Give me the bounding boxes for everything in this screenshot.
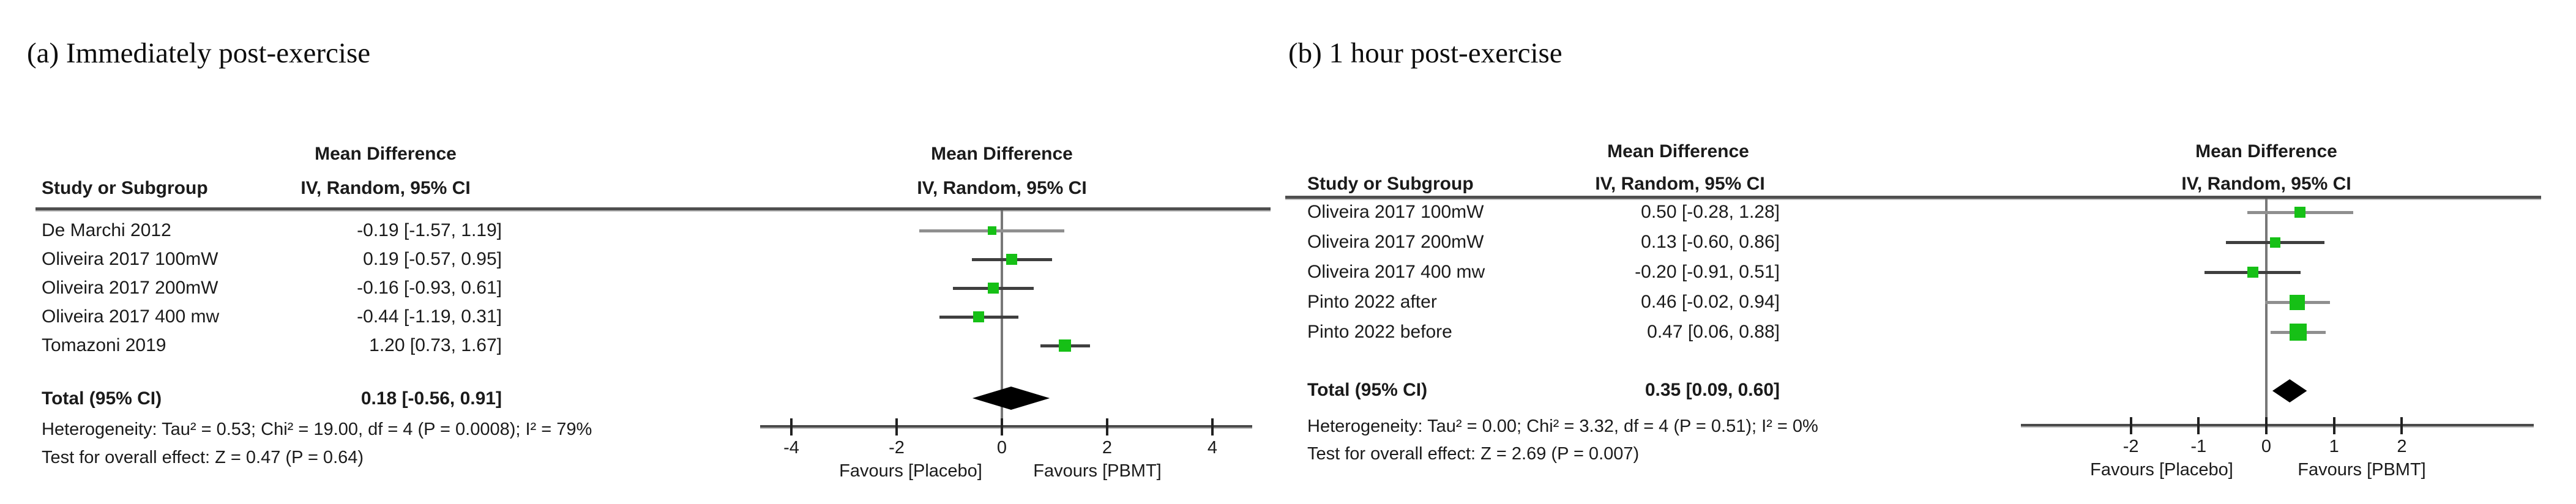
- study-effect-value: 0.50 [-0.28, 1.28]: [1641, 202, 1780, 222]
- header-separator-line: [1285, 196, 2541, 200]
- header-separator-line: [35, 207, 1271, 212]
- axis-tick: [1211, 418, 1214, 435]
- table-effect-header-line2: IV, Random, 95% CI: [1595, 174, 1765, 194]
- study-name: De Marchi 2012: [42, 220, 171, 240]
- axis-tick: [1001, 418, 1003, 435]
- study-effect-value: -0.16 [-0.93, 0.61]: [357, 278, 502, 298]
- study-effect-value: -0.44 [-1.19, 0.31]: [357, 306, 502, 327]
- favours-left-label: Favours [Placebo]: [839, 461, 982, 481]
- study-name: Oliveira 2017 100mW: [1307, 202, 1484, 222]
- axis-tick-label: 0: [996, 438, 1007, 458]
- effect-point-square: [2290, 324, 2307, 341]
- study-effect-value: 0.47 [0.06, 0.88]: [1647, 322, 1780, 342]
- summary-diamond: [972, 387, 1050, 410]
- effect-point-square: [973, 311, 985, 322]
- zero-effect-line: [2265, 199, 2268, 425]
- favours-right-label: Favours [PBMT]: [2298, 460, 2426, 480]
- axis-tick-label: 1: [2329, 437, 2339, 456]
- axis-tick: [2332, 417, 2335, 434]
- favours-right-label: Favours [PBMT]: [1033, 461, 1162, 481]
- favours-left-label: Favours [Placebo]: [2090, 460, 2233, 480]
- total-row-value: 0.18 [-0.56, 0.91]: [360, 388, 502, 409]
- axis-tick: [2265, 417, 2268, 434]
- table-effect-header-line1: Mean Difference: [1607, 141, 1749, 161]
- axis-tick-label: 2: [1102, 438, 1113, 458]
- study-effect-value: 0.19 [-0.57, 0.95]: [363, 249, 502, 269]
- study-name: Oliveira 2017 100mW: [42, 249, 218, 269]
- table-study-header: Study or Subgroup: [1307, 174, 1474, 194]
- study-effect-value: -0.19 [-1.57, 1.19]: [357, 220, 502, 240]
- effect-point-square: [2294, 207, 2306, 218]
- study-name: Oliveira 2017 200mW: [1307, 232, 1484, 252]
- plot-header-line2: IV, Random, 95% CI: [2181, 174, 2351, 194]
- x-axis-line: [760, 425, 1252, 429]
- axis-tick-label: 2: [2397, 437, 2407, 456]
- axis-tick: [2197, 417, 2200, 434]
- effect-point-square: [1059, 339, 1072, 352]
- summary-diamond: [2272, 379, 2307, 402]
- axis-tick-label: 4: [1207, 438, 1218, 458]
- study-effect-value: -0.20 [-0.91, 0.51]: [1635, 262, 1780, 282]
- heterogeneity-note: Heterogeneity: Tau² = 0.53; Chi² = 19.00…: [42, 420, 592, 439]
- study-effect-value: 0.46 [-0.02, 0.94]: [1641, 292, 1780, 312]
- study-name: Pinto 2022 before: [1307, 322, 1452, 342]
- axis-tick: [895, 418, 898, 435]
- study-name: Pinto 2022 after: [1307, 292, 1437, 312]
- axis-tick: [790, 418, 793, 435]
- effect-point-square: [987, 226, 996, 235]
- heterogeneity-note: Heterogeneity: Tau² = 0.00; Chi² = 3.32,…: [1307, 417, 1818, 436]
- total-row-label: Total (95% CI): [1307, 380, 1428, 400]
- effect-point-square: [1006, 254, 1018, 265]
- axis-tick: [2129, 417, 2132, 434]
- total-row-label: Total (95% CI): [42, 388, 162, 409]
- panel-title: (b) 1 hour post-exercise: [1288, 37, 1562, 69]
- overall-effect-note: Test for overall effect: Z = 0.47 (P = 0…: [42, 448, 364, 467]
- panel-title: (a) Immediately post-exercise: [27, 37, 371, 69]
- study-name: Oliveira 2017 400 mw: [42, 306, 220, 327]
- axis-tick-label: -2: [2122, 437, 2139, 456]
- table-study-header: Study or Subgroup: [42, 178, 208, 198]
- effect-point-square: [2247, 267, 2258, 278]
- effect-point-square: [2269, 237, 2280, 248]
- effect-point-square: [2290, 294, 2305, 310]
- study-effect-value: 0.13 [-0.60, 0.86]: [1641, 232, 1780, 252]
- axis-tick: [1106, 418, 1108, 435]
- axis-tick-label: -4: [783, 438, 799, 458]
- plot-header-line1: Mean Difference: [2195, 141, 2337, 161]
- overall-effect-note: Test for overall effect: Z = 2.69 (P = 0…: [1307, 444, 1640, 464]
- axis-tick-label: 0: [2261, 437, 2272, 456]
- plot-header-line2: IV, Random, 95% CI: [917, 178, 1087, 198]
- axis-tick-label: -2: [889, 438, 905, 458]
- study-name: Oliveira 2017 400 mw: [1307, 262, 1485, 282]
- total-row-value: 0.35 [0.09, 0.60]: [1645, 380, 1780, 400]
- x-axis-line: [2021, 424, 2534, 428]
- plot-header-line1: Mean Difference: [931, 144, 1073, 164]
- study-effect-value: 1.20 [0.73, 1.67]: [369, 335, 502, 355]
- study-name: Oliveira 2017 200mW: [42, 278, 218, 298]
- study-name: Tomazoni 2019: [42, 335, 166, 355]
- axis-tick: [2400, 417, 2403, 434]
- axis-tick-label: -1: [2190, 437, 2207, 456]
- effect-point-square: [988, 283, 999, 294]
- table-effect-header-line2: IV, Random, 95% CI: [301, 178, 471, 198]
- table-effect-header-line1: Mean Difference: [315, 144, 457, 164]
